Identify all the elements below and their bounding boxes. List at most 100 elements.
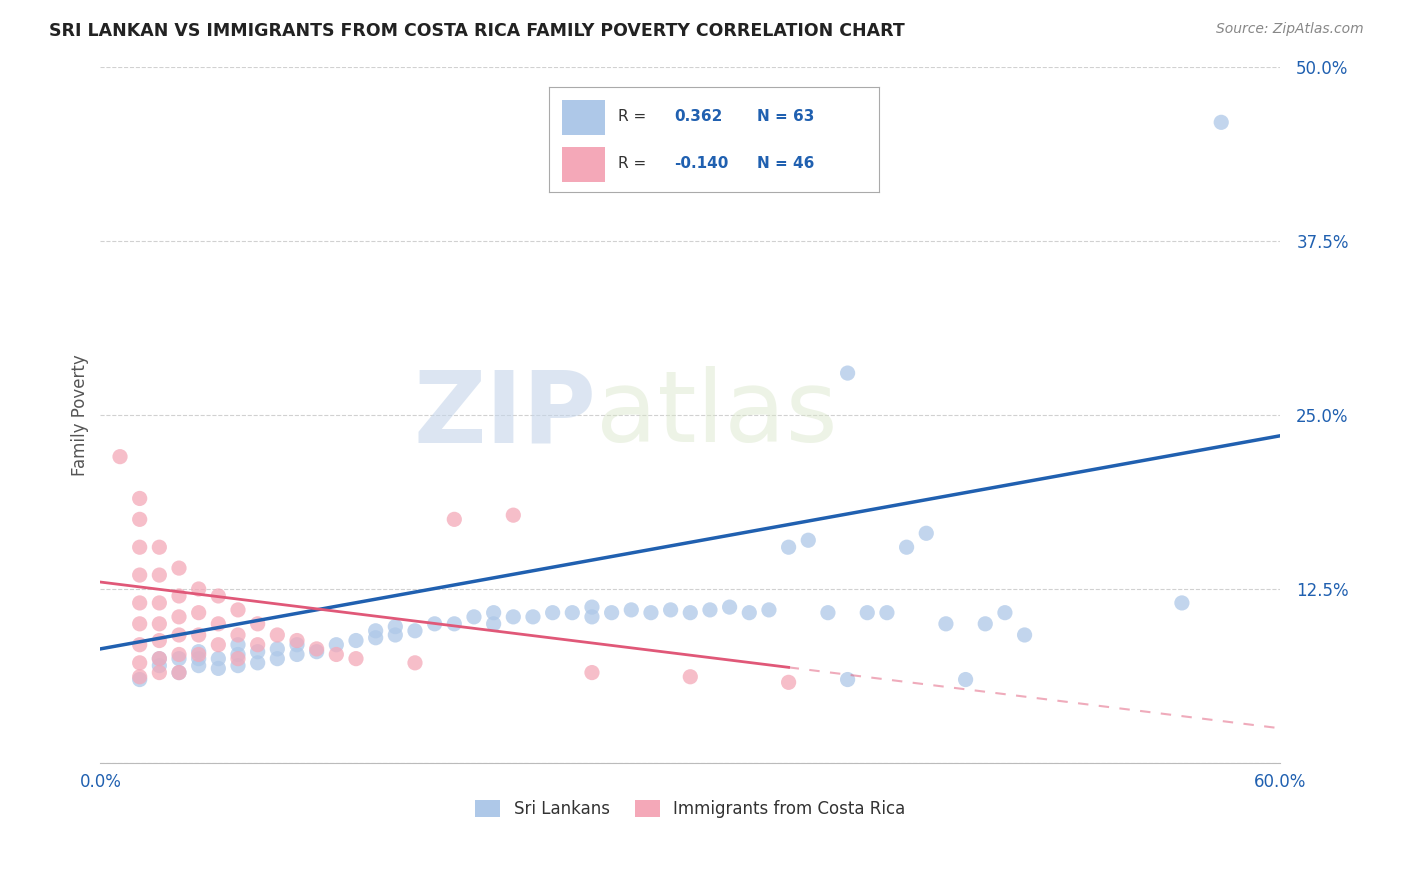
- Point: [699, 603, 721, 617]
- Point: [1171, 596, 1194, 610]
- Point: [246, 645, 269, 659]
- Point: [148, 651, 170, 665]
- Point: [974, 616, 997, 631]
- Point: [1014, 628, 1036, 642]
- Point: [679, 670, 702, 684]
- Point: [876, 606, 898, 620]
- Text: Source: ZipAtlas.com: Source: ZipAtlas.com: [1216, 22, 1364, 37]
- Point: [266, 641, 288, 656]
- Point: [837, 673, 859, 687]
- Point: [128, 540, 150, 554]
- Point: [384, 619, 406, 633]
- Point: [561, 606, 583, 620]
- Point: [955, 673, 977, 687]
- Text: SRI LANKAN VS IMMIGRANTS FROM COSTA RICA FAMILY POVERTY CORRELATION CHART: SRI LANKAN VS IMMIGRANTS FROM COSTA RICA…: [49, 22, 905, 40]
- Point: [285, 633, 308, 648]
- Point: [207, 638, 229, 652]
- Y-axis label: Family Poverty: Family Poverty: [72, 354, 89, 475]
- Point: [128, 596, 150, 610]
- Point: [167, 651, 190, 665]
- Point: [207, 661, 229, 675]
- Point: [148, 651, 170, 665]
- Point: [128, 512, 150, 526]
- Point: [443, 512, 465, 526]
- Point: [207, 651, 229, 665]
- Point: [167, 665, 190, 680]
- Point: [463, 610, 485, 624]
- Point: [778, 675, 800, 690]
- Point: [659, 603, 682, 617]
- Point: [148, 633, 170, 648]
- Point: [718, 600, 741, 615]
- Point: [108, 450, 131, 464]
- Point: [522, 610, 544, 624]
- Point: [482, 616, 505, 631]
- Point: [640, 606, 662, 620]
- Text: atlas: atlas: [596, 367, 838, 463]
- Point: [226, 651, 249, 665]
- Point: [167, 628, 190, 642]
- Point: [581, 665, 603, 680]
- Point: [325, 648, 347, 662]
- Point: [226, 658, 249, 673]
- Point: [207, 616, 229, 631]
- Point: [778, 540, 800, 554]
- Point: [148, 568, 170, 582]
- Point: [266, 651, 288, 665]
- Point: [797, 533, 820, 548]
- Point: [226, 628, 249, 642]
- Point: [344, 651, 367, 665]
- Point: [620, 603, 643, 617]
- Point: [187, 648, 209, 662]
- Point: [404, 624, 426, 638]
- Point: [187, 651, 209, 665]
- Point: [167, 561, 190, 575]
- Point: [148, 665, 170, 680]
- Point: [128, 638, 150, 652]
- Point: [167, 665, 190, 680]
- Point: [404, 656, 426, 670]
- Point: [187, 582, 209, 596]
- Point: [285, 648, 308, 662]
- Point: [128, 673, 150, 687]
- Point: [187, 645, 209, 659]
- Point: [935, 616, 957, 631]
- Point: [305, 645, 328, 659]
- Point: [226, 648, 249, 662]
- Point: [600, 606, 623, 620]
- Point: [128, 568, 150, 582]
- Point: [246, 638, 269, 652]
- Point: [837, 366, 859, 380]
- Legend: Sri Lankans, Immigrants from Costa Rica: Sri Lankans, Immigrants from Costa Rica: [468, 793, 912, 824]
- Point: [187, 606, 209, 620]
- Point: [502, 508, 524, 523]
- Point: [758, 603, 780, 617]
- Point: [246, 656, 269, 670]
- Point: [187, 628, 209, 642]
- Point: [266, 628, 288, 642]
- Point: [167, 648, 190, 662]
- Point: [679, 606, 702, 620]
- Point: [915, 526, 938, 541]
- Point: [994, 606, 1017, 620]
- Point: [246, 616, 269, 631]
- Point: [364, 624, 387, 638]
- Point: [128, 616, 150, 631]
- Point: [148, 540, 170, 554]
- Point: [502, 610, 524, 624]
- Point: [896, 540, 918, 554]
- Point: [1211, 115, 1233, 129]
- Point: [128, 491, 150, 506]
- Point: [167, 610, 190, 624]
- Point: [148, 596, 170, 610]
- Text: ZIP: ZIP: [413, 367, 596, 463]
- Point: [817, 606, 839, 620]
- Point: [285, 638, 308, 652]
- Point: [148, 616, 170, 631]
- Point: [187, 658, 209, 673]
- Point: [226, 603, 249, 617]
- Point: [384, 628, 406, 642]
- Point: [482, 606, 505, 620]
- Point: [226, 638, 249, 652]
- Point: [856, 606, 879, 620]
